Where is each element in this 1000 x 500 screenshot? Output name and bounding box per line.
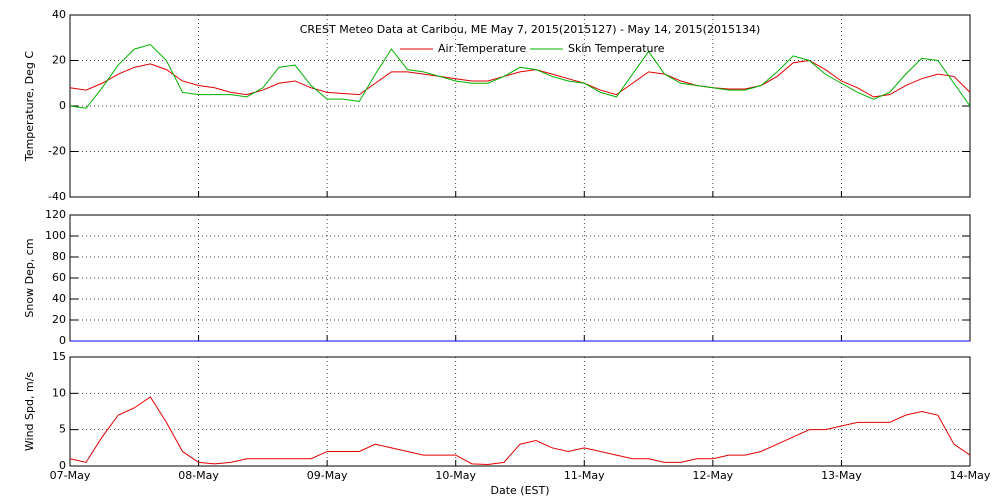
data-line [69,396,971,466]
y-axis-label: Snow Dep, cm [23,238,36,317]
y-tick-label: 0 [59,459,66,472]
y-tick-label: 10 [52,386,66,399]
y-tick-label: 0 [59,334,66,347]
chart-title: CREST Meteo Data at Caribou, ME May 7, 2… [300,23,761,36]
x-tick-label: 10-May [435,469,476,482]
x-tick-label: 09-May [307,469,348,482]
y-axis-label: Temperature, Deg C [23,51,36,162]
data-line [69,44,971,109]
y-tick-label: 20 [52,313,66,326]
y-tick-label: 0 [59,99,66,112]
x-tick-label: 13-May [821,469,862,482]
y-tick-label: 100 [45,229,66,242]
y-tick-label: 5 [59,423,66,436]
y-tick-label: 80 [52,250,66,263]
legend-label: Air Temperature [438,42,527,55]
y-axis-label: Wind Spd, m/s [23,372,36,452]
y-tick-label: 40 [52,292,66,305]
x-tick-label: 08-May [178,469,219,482]
y-tick-label: 120 [45,208,66,221]
y-tick-label: 15 [52,350,66,363]
legend-label: Skin Temperature [568,42,665,55]
y-tick-label: 40 [52,8,66,21]
data-line [69,59,971,98]
y-tick-label: -20 [48,145,66,158]
x-tick-label: 11-May [564,469,605,482]
x-axis-label: Date (EST) [490,484,549,497]
plot-frame [69,356,971,467]
x-tick-label: 12-May [692,469,733,482]
x-tick-label: 07-May [50,469,91,482]
y-tick-label: -40 [48,190,66,203]
y-tick-label: 60 [52,271,66,284]
y-tick-label: 20 [52,54,66,67]
x-tick-label: 14-May [950,469,991,482]
